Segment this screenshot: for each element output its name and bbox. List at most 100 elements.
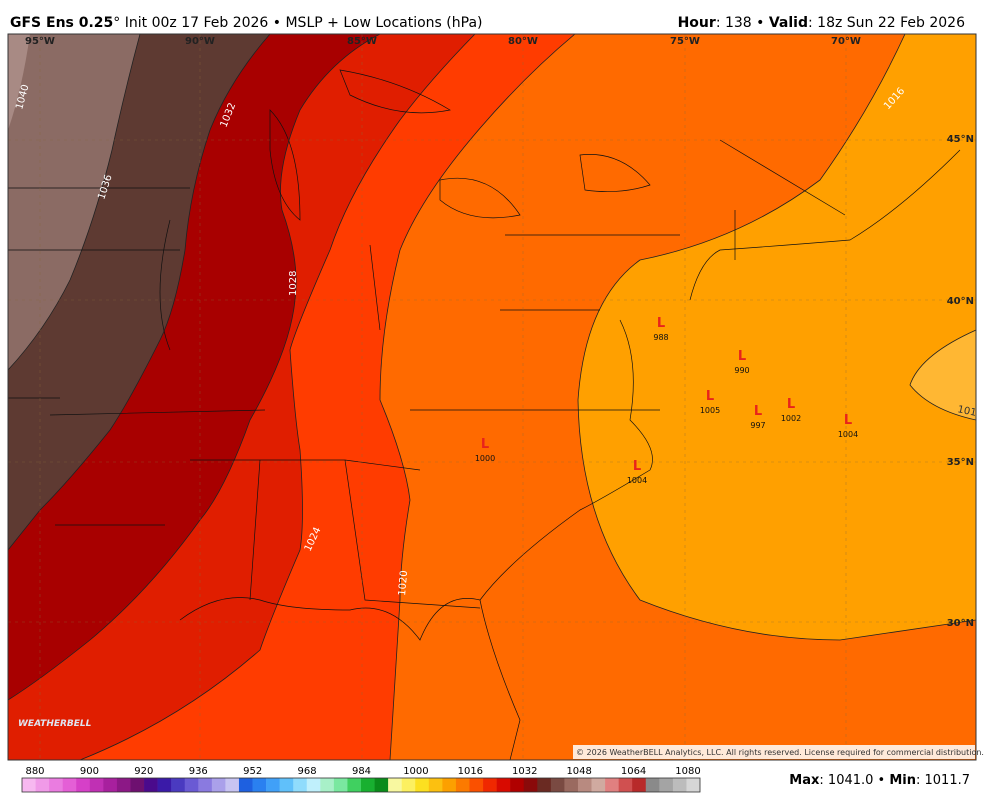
color-swatch bbox=[306, 778, 321, 792]
colorbar-tick-label: 920 bbox=[134, 766, 153, 777]
color-swatch bbox=[225, 778, 240, 792]
latitude-label: 35°N bbox=[947, 457, 974, 468]
low-symbol: L bbox=[633, 459, 641, 474]
color-swatch bbox=[211, 778, 226, 792]
color-swatch bbox=[618, 778, 633, 792]
color-swatch bbox=[496, 778, 511, 792]
color-swatch bbox=[442, 778, 457, 792]
valid-label: Valid bbox=[769, 15, 808, 31]
colorbar-tick-label: 900 bbox=[80, 766, 99, 777]
color-swatch bbox=[591, 778, 606, 792]
color-swatch bbox=[184, 778, 199, 792]
header-right: Hour: 138 • Valid: 18z Sun 22 Feb 2026 bbox=[678, 15, 965, 31]
color-swatch bbox=[361, 778, 375, 792]
low-symbol: L bbox=[657, 316, 665, 331]
copyright-box bbox=[573, 745, 975, 759]
color-swatch bbox=[347, 778, 362, 792]
color-swatch bbox=[415, 778, 430, 792]
valid-value: : 18z Sun 22 Feb 2026 bbox=[808, 15, 965, 31]
latitude-label: 30°N bbox=[947, 618, 974, 629]
colorbar-tick-label: 936 bbox=[189, 766, 208, 777]
color-swatch bbox=[103, 778, 118, 792]
color-swatch bbox=[550, 778, 565, 792]
color-swatch bbox=[279, 778, 294, 792]
color-swatch bbox=[672, 778, 687, 792]
low-pressure: 988 bbox=[653, 333, 668, 342]
isobar bbox=[379, 34, 576, 760]
colorbar-tick-label: 1080 bbox=[675, 766, 700, 777]
color-swatch bbox=[266, 778, 280, 792]
color-swatch bbox=[116, 778, 131, 792]
low-symbol: L bbox=[754, 404, 762, 419]
colorbar-tick-label: 880 bbox=[25, 766, 44, 777]
hour-value: : 138 • bbox=[716, 15, 769, 31]
colorbar-tick-label: 952 bbox=[243, 766, 262, 777]
color-swatch bbox=[35, 778, 50, 792]
band-above-1040 bbox=[8, 34, 30, 130]
color-swatch bbox=[22, 778, 36, 792]
map bbox=[8, 34, 976, 760]
color-swatch bbox=[144, 778, 158, 792]
isobar-label: 1028 bbox=[288, 271, 299, 296]
low-pressure: 1004 bbox=[627, 476, 647, 485]
color-swatch bbox=[469, 778, 484, 792]
color-swatch bbox=[632, 778, 647, 792]
longitude-label: 90°W bbox=[185, 36, 215, 47]
low-pressure: 1002 bbox=[781, 414, 801, 423]
color-swatch bbox=[157, 778, 172, 792]
min-label: Min bbox=[889, 773, 916, 788]
low-markers: L 988 L 990 L 1005 L 997 L 1002 L 1004 L 1000 L 1004 bbox=[475, 316, 858, 485]
color-swatch bbox=[523, 778, 538, 792]
color-swatch bbox=[293, 778, 308, 792]
min-value: : 1011.7 bbox=[916, 773, 970, 788]
isobar bbox=[8, 34, 381, 701]
color-swatch bbox=[130, 778, 145, 792]
longitude-label: 85°W bbox=[347, 36, 377, 47]
colorbar-tick-label: 1048 bbox=[566, 766, 591, 777]
low-symbol: L bbox=[787, 397, 795, 412]
hour-label: Hour bbox=[678, 15, 716, 31]
isobar bbox=[8, 34, 271, 551]
colorbar-tick-label: 1016 bbox=[458, 766, 483, 777]
color-swatch bbox=[49, 778, 63, 792]
colorbar-tick-label: 1064 bbox=[621, 766, 646, 777]
state-borders bbox=[8, 139, 846, 609]
isobar bbox=[79, 34, 476, 760]
color-swatch bbox=[483, 778, 497, 792]
isobar bbox=[577, 34, 976, 641]
map-frame bbox=[7, 33, 977, 761]
low-pressure: 1004 bbox=[838, 430, 858, 439]
color-swatch bbox=[537, 778, 552, 792]
band-1036-1040 bbox=[8, 34, 140, 370]
color-swatch bbox=[605, 778, 619, 792]
color-swatch bbox=[320, 778, 335, 792]
max-value: : 1041.0 • bbox=[819, 773, 889, 788]
latitude-label: 40°N bbox=[947, 296, 974, 307]
model-name: GFS Ens 0.25 bbox=[10, 15, 113, 31]
header-left: GFS Ens 0.25° Init 00z 17 Feb 2026 • MSL… bbox=[10, 15, 483, 31]
color-swatch bbox=[510, 778, 525, 792]
color-swatch bbox=[76, 778, 91, 792]
isobar-label: 101 bbox=[956, 404, 977, 419]
longitude-label: 70°W bbox=[831, 36, 861, 47]
low-pressure: 1005 bbox=[700, 406, 720, 415]
color-swatch bbox=[577, 778, 592, 792]
low-pressure: 997 bbox=[750, 421, 765, 430]
isobar-label: 1020 bbox=[397, 570, 410, 596]
longitude-label: 75°W bbox=[670, 36, 700, 47]
color-swatch bbox=[455, 778, 470, 792]
coastlines bbox=[179, 69, 961, 760]
low-pressure: 990 bbox=[734, 366, 749, 375]
logo: WEATHERBELL bbox=[18, 719, 92, 729]
color-swatch bbox=[333, 778, 348, 792]
color-swatch bbox=[374, 778, 389, 792]
color-swatch bbox=[171, 778, 186, 792]
low-pressure: 1000 bbox=[475, 454, 495, 463]
color-swatch bbox=[62, 778, 77, 792]
color-swatch bbox=[659, 778, 674, 792]
colorbar-tick-label: 1000 bbox=[403, 766, 428, 777]
colorbar: 880 900 920 936 952 968 984 1000 1016 1032 1048 106… bbox=[21, 766, 701, 793]
color-swatch bbox=[238, 778, 253, 792]
color-swatch bbox=[198, 778, 213, 792]
